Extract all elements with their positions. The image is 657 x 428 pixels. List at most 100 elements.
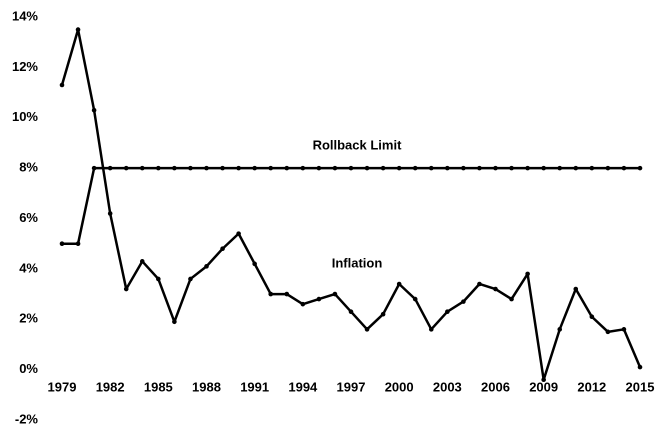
y-tick-label: 12% <box>12 59 38 74</box>
point <box>107 165 113 171</box>
point <box>589 314 595 320</box>
series-line <box>62 166 640 245</box>
point <box>461 165 466 171</box>
point <box>156 165 161 171</box>
point <box>493 165 498 171</box>
annotation: Inflation <box>332 255 383 270</box>
point <box>557 327 563 332</box>
point <box>461 299 466 304</box>
point <box>268 291 274 297</box>
point <box>557 165 563 171</box>
x-tick-label: 1997 <box>337 379 366 394</box>
point <box>509 165 514 171</box>
x-tick-label: 1994 <box>288 379 318 394</box>
point <box>541 377 546 383</box>
point <box>107 211 113 216</box>
y-tick-label: 6% <box>19 210 38 225</box>
series-line <box>60 28 642 381</box>
point <box>428 327 434 332</box>
y-tick-label: 4% <box>19 260 38 275</box>
point <box>268 165 274 171</box>
point <box>316 296 322 302</box>
x-tick-label: 1988 <box>192 379 221 394</box>
x-tick-label: 2012 <box>577 379 606 394</box>
point <box>91 107 97 113</box>
x-tick-label: 1979 <box>48 379 77 394</box>
point <box>332 291 338 297</box>
point <box>396 165 402 171</box>
x-tick-label: 2009 <box>529 379 558 394</box>
x-tick-label: 2000 <box>385 379 414 394</box>
point <box>637 364 643 370</box>
point <box>284 165 290 171</box>
point <box>509 296 514 302</box>
point <box>525 271 530 277</box>
x-tick-label: 1991 <box>240 379 269 394</box>
point <box>220 246 225 252</box>
point <box>204 264 209 269</box>
point <box>621 165 627 171</box>
point <box>300 301 306 307</box>
point <box>300 165 306 171</box>
point <box>59 241 65 246</box>
point <box>493 286 498 292</box>
point <box>75 27 81 32</box>
point <box>573 286 579 292</box>
point <box>348 165 354 171</box>
point <box>123 286 129 292</box>
point <box>364 327 370 332</box>
point <box>348 309 354 314</box>
point <box>284 291 290 297</box>
point <box>91 165 97 171</box>
point <box>252 261 257 267</box>
point <box>236 231 241 236</box>
point <box>156 276 161 282</box>
point <box>172 165 177 171</box>
x-tick-label: 1985 <box>144 379 173 394</box>
point <box>364 165 370 171</box>
y-tick-label: -2% <box>15 411 39 426</box>
point <box>139 259 145 264</box>
point <box>412 165 418 171</box>
point <box>605 329 611 335</box>
point <box>637 165 643 171</box>
point <box>380 311 386 317</box>
point <box>172 319 177 325</box>
point <box>59 82 65 88</box>
point <box>605 165 611 171</box>
x-tick-label: 2003 <box>433 379 462 394</box>
annotation: Rollback Limit <box>313 137 403 152</box>
point <box>477 281 482 287</box>
y-tick-label: 10% <box>12 109 38 124</box>
y-tick-label: 0% <box>19 361 38 376</box>
point <box>589 165 595 171</box>
x-tick-label: 2006 <box>481 379 510 394</box>
point <box>123 165 129 171</box>
point <box>316 165 322 171</box>
point <box>412 296 418 302</box>
x-tick-label: 1982 <box>96 379 125 394</box>
y-tick-label: 2% <box>19 311 38 326</box>
point <box>75 241 81 246</box>
point <box>445 165 450 171</box>
point <box>204 165 209 171</box>
point <box>332 165 338 171</box>
point <box>525 165 530 171</box>
point <box>380 165 386 171</box>
x-tick-label: 2015 <box>626 379 655 394</box>
point <box>573 165 579 171</box>
y-tick-label: 14% <box>12 8 38 23</box>
point <box>236 165 241 171</box>
point <box>396 281 402 287</box>
point <box>477 165 482 171</box>
point <box>621 327 627 332</box>
point <box>188 165 193 171</box>
point <box>445 309 450 314</box>
point <box>220 165 225 171</box>
point <box>252 165 257 171</box>
point <box>188 276 193 282</box>
point <box>428 165 434 171</box>
point <box>541 165 546 171</box>
point <box>139 165 145 171</box>
